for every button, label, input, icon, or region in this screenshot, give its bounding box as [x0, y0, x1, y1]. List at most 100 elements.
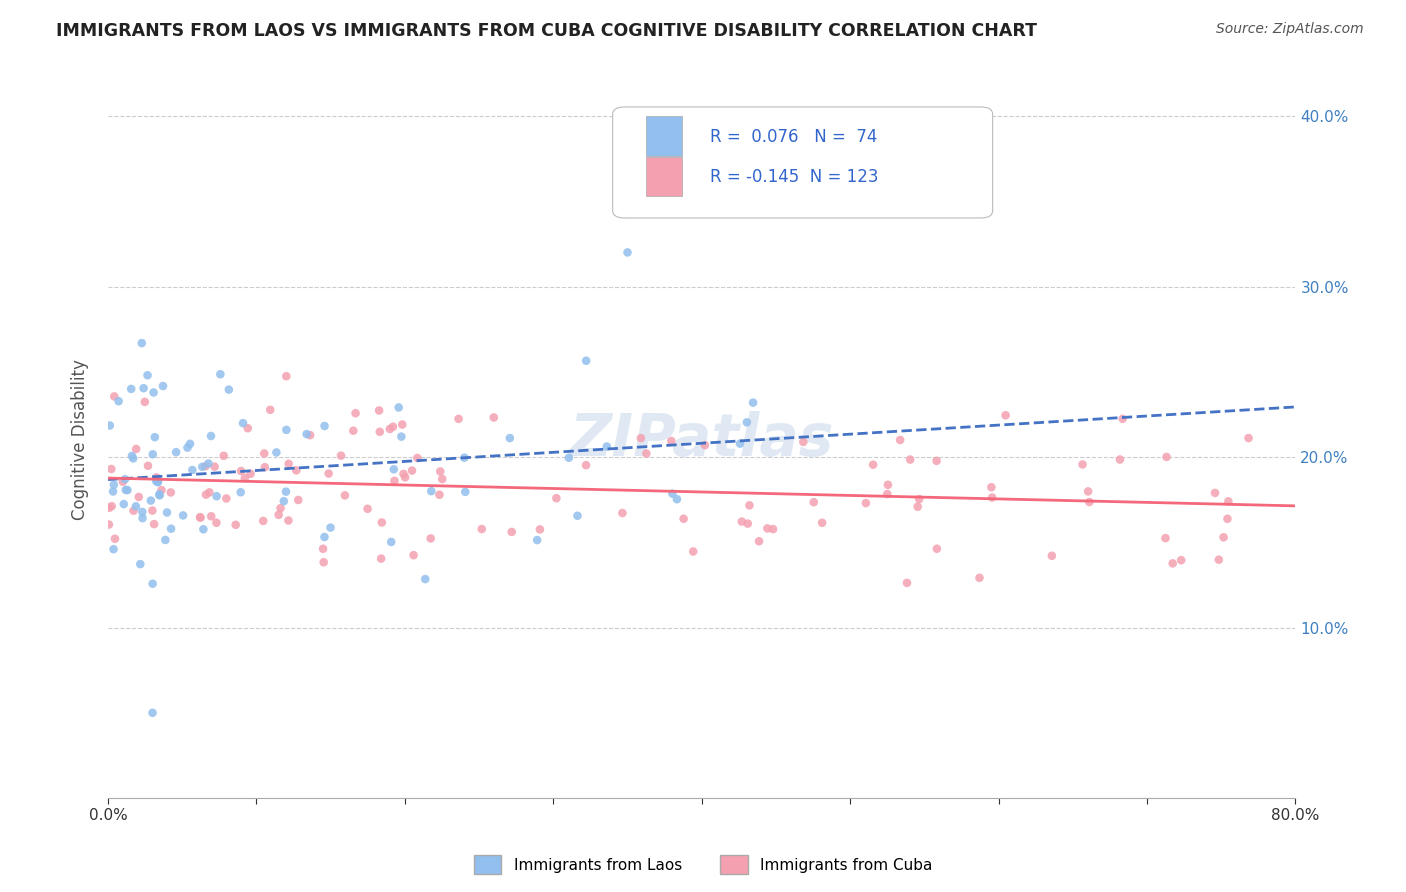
Point [742, 395, 765, 409]
Point [160, 522, 183, 536]
Point [142, 576, 165, 591]
Point [499, 431, 522, 445]
Point [98, 418, 121, 433]
Point [748, 534, 770, 549]
Point [314, 530, 336, 544]
Point [737, 516, 759, 531]
Point [229, 485, 252, 500]
Point [672, 512, 695, 526]
Point [146, 475, 169, 489]
Point [925, 454, 948, 468]
Point [145, 470, 167, 484]
Point [406, 450, 429, 465]
Text: R =  0.076   N =  74: R = 0.076 N = 74 [710, 128, 877, 146]
Point [142, 447, 165, 461]
Point [575, 353, 598, 368]
Point [101, 484, 124, 499]
Point [693, 438, 716, 452]
Point [200, 429, 222, 443]
Point [252, 514, 274, 528]
Point [200, 509, 222, 524]
Point [1212, 530, 1234, 544]
Point [259, 402, 281, 417]
Point [142, 385, 165, 400]
Point [273, 494, 295, 508]
Point [131, 505, 153, 519]
Point [896, 575, 918, 590]
Point [148, 487, 170, 501]
Point [453, 450, 475, 465]
Point [131, 511, 153, 525]
Point [731, 515, 754, 529]
Point [103, 542, 125, 557]
Point [1040, 549, 1063, 563]
Point [266, 445, 288, 459]
Point [277, 457, 299, 471]
Point [392, 467, 415, 481]
Point [558, 450, 581, 465]
Point [728, 436, 751, 450]
Point [981, 491, 1004, 505]
Point [179, 437, 201, 451]
Point [176, 441, 198, 455]
Point [312, 555, 335, 569]
Point [270, 501, 292, 516]
Point [1204, 486, 1226, 500]
Point [368, 403, 391, 417]
Point [143, 430, 166, 444]
Point [876, 487, 898, 501]
Point [112, 497, 135, 511]
Point [277, 513, 299, 527]
Point [128, 490, 150, 504]
Point [172, 508, 194, 523]
Point [121, 449, 143, 463]
Point [253, 460, 276, 475]
Point [596, 440, 619, 454]
Point [319, 520, 342, 534]
Point [100, 462, 122, 476]
Point [380, 535, 402, 549]
Point [318, 467, 340, 481]
Point [1218, 494, 1240, 508]
Point [132, 381, 155, 395]
Point [141, 706, 163, 720]
Point [382, 419, 405, 434]
Text: Source: ZipAtlas.com: Source: ZipAtlas.com [1216, 22, 1364, 37]
Point [159, 485, 181, 500]
Point [661, 486, 683, 500]
Point [738, 499, 761, 513]
Point [471, 522, 494, 536]
Point [274, 484, 297, 499]
Point [735, 415, 758, 429]
Point [114, 472, 136, 486]
FancyBboxPatch shape [613, 107, 993, 218]
Point [193, 522, 215, 536]
Point [612, 506, 634, 520]
Point [103, 389, 125, 403]
Point [239, 467, 262, 481]
Point [205, 489, 228, 503]
Point [229, 464, 252, 478]
Point [1237, 431, 1260, 445]
Point [218, 383, 240, 397]
Point [877, 478, 900, 492]
Point [107, 394, 129, 409]
Point [419, 532, 441, 546]
Point [194, 488, 217, 502]
Point [432, 472, 454, 486]
Point [756, 521, 779, 535]
Point [120, 382, 142, 396]
Point [111, 475, 134, 489]
Point [103, 477, 125, 491]
Point [994, 409, 1017, 423]
Point [855, 496, 877, 510]
Point [165, 445, 187, 459]
Text: IMMIGRANTS FROM LAOS VS IMMIGRANTS FROM CUBA COGNITIVE DISABILITY CORRELATION CH: IMMIGRANTS FROM LAOS VS IMMIGRANTS FROM … [56, 22, 1038, 40]
Point [134, 395, 156, 409]
Point [382, 462, 405, 476]
Point [122, 504, 145, 518]
Point [401, 464, 423, 478]
Point [429, 488, 451, 502]
Point [276, 423, 298, 437]
Point [1077, 484, 1099, 499]
